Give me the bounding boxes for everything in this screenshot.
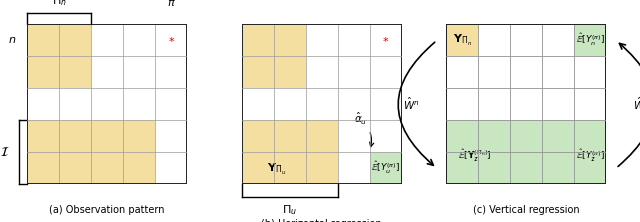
Text: $\mathbf{Y}_{\Pi_n}$: $\mathbf{Y}_{\Pi_n}$ [453, 33, 472, 48]
Text: $\hat{\mathbb{E}}[Y_u^{(\pi)}]$: $\hat{\mathbb{E}}[Y_u^{(\pi)}]$ [371, 160, 400, 176]
Bar [123, 120, 155, 152]
Bar [28, 56, 60, 88]
Bar [542, 120, 574, 152]
Text: $\Pi_n$: $\Pi_n$ [52, 0, 67, 8]
Text: $*$: $*$ [382, 35, 389, 46]
Bar [447, 120, 479, 152]
Bar [479, 120, 511, 152]
Bar [542, 152, 574, 184]
Text: $\hat{\mathbb{E}}[Y_\mathcal{I}^{(\pi)}]$: $\hat{\mathbb{E}}[Y_\mathcal{I}^{(\pi)}]… [576, 147, 605, 164]
Text: $\hat{\mathbb{E}}[\mathbf{Y}_\mathcal{I}^{(\Pi_n)}]$: $\hat{\mathbb{E}}[\mathbf{Y}_\mathcal{I}… [458, 147, 492, 164]
Bar [28, 24, 60, 56]
Bar [28, 120, 60, 152]
Bar [92, 120, 123, 152]
Bar [60, 120, 92, 152]
Bar [60, 152, 92, 184]
Bar [274, 24, 306, 56]
Text: (c) Vertical regression: (c) Vertical regression [473, 205, 580, 215]
Text: $\hat{W}^n$: $\hat{W}^n$ [633, 96, 640, 113]
Bar [60, 56, 92, 88]
Bar [242, 56, 274, 88]
Text: $\pi$: $\pi$ [166, 0, 175, 8]
Bar [28, 152, 60, 184]
Bar [574, 120, 606, 152]
Bar [306, 152, 337, 184]
Bar [479, 152, 511, 184]
Bar [369, 152, 401, 184]
Bar [274, 120, 306, 152]
Bar [574, 24, 606, 56]
Text: $\mathbf{Y}_{\Pi_u}$: $\mathbf{Y}_{\Pi_u}$ [267, 162, 287, 177]
Bar [447, 24, 479, 56]
Bar [242, 152, 274, 184]
Text: $\hat{W}^n$: $\hat{W}^n$ [403, 96, 420, 113]
Bar [274, 152, 306, 184]
Bar [92, 152, 123, 184]
Bar [306, 120, 337, 152]
Bar [242, 24, 274, 56]
Text: $n$: $n$ [8, 35, 16, 46]
Bar [447, 152, 479, 184]
Bar [511, 120, 542, 152]
Bar [123, 152, 155, 184]
Text: $\hat{\alpha}_u$: $\hat{\alpha}_u$ [353, 111, 374, 147]
Text: $*$: $*$ [168, 35, 175, 46]
Bar [242, 120, 274, 152]
Text: (b) Horizontal regression: (b) Horizontal regression [261, 219, 382, 222]
Bar [274, 56, 306, 88]
Text: (a) Observation pattern: (a) Observation pattern [49, 205, 165, 215]
Text: $\mathcal{I}$: $\mathcal{I}$ [0, 146, 10, 159]
Bar [60, 24, 92, 56]
Text: $\Pi_u$: $\Pi_u$ [282, 203, 297, 217]
Bar [511, 152, 542, 184]
Text: $\hat{\mathbb{E}}[Y_n^{(\pi)}]$: $\hat{\mathbb{E}}[Y_n^{(\pi)}]$ [576, 32, 605, 48]
Bar [574, 152, 606, 184]
